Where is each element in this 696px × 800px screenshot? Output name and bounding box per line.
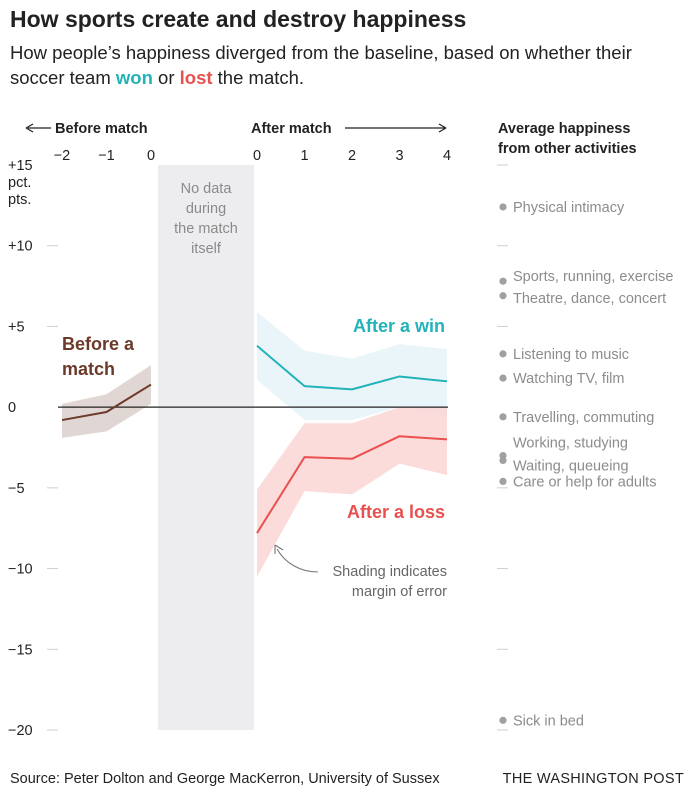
subtitle-text-start: How people’s happiness diverged from the… [10,42,632,88]
activity-label: Care or help for adults [513,474,656,490]
series-label: Before a [62,334,135,354]
annotation-text: Shading indicates [333,564,447,580]
source-note: Source: Peter Dolton and George MacKerro… [10,771,440,787]
series-label: match [62,359,115,379]
confidence-band [62,365,151,438]
activity-label: Waiting, queueing [513,458,629,474]
x-tick-label-after: 0 [253,148,261,164]
activity-label: Physical intimacy [513,200,625,216]
chart-subtitle: How people’s happiness diverged from the… [10,40,690,90]
activity-label: Travelling, commuting [513,410,654,426]
y-tick-label: −5 [8,481,25,497]
subtitle-text-end: the match. [212,67,305,88]
activity-dot [499,374,507,382]
no-data-label-line: during [186,201,226,217]
confidence-band [257,407,447,577]
publisher-logo-text: THE WASHINGTON POST [502,771,684,787]
y-unit-label: pts. [8,192,31,208]
before-arrow-head-icon [25,123,34,133]
annotation-text: margin of error [352,584,447,600]
x-tick-label-after: 3 [395,148,403,164]
x-tick-label-after: 4 [443,148,451,164]
no-data-label-line: No data [181,181,233,197]
x-tick-label-before: −1 [98,148,115,164]
annotation-arrow-line [276,548,319,573]
y-tick-label: −20 [8,723,33,739]
x-tick-label-after: 2 [348,148,356,164]
series-label: After a loss [347,502,445,522]
activities-header: Average happiness [498,121,630,137]
x-tick-label-before: 0 [147,148,155,164]
annotation-arrow-head-icon [274,544,284,554]
y-tick-label: +15 [8,158,33,174]
no-data-label-line: the match [174,221,238,237]
activity-dot [499,292,507,300]
y-tick-label: +5 [8,319,25,335]
y-tick-label: −10 [8,562,33,578]
activity-label: Listening to music [513,347,629,363]
y-tick-label: +10 [8,239,33,255]
after-match-header: After match [251,121,332,137]
activity-dot [499,350,507,358]
activity-dot [499,413,507,421]
y-unit-label: pct. [8,175,31,191]
activity-label: Working, studying [513,436,628,452]
no-data-label-line: itself [191,241,222,257]
confidence-band [257,311,447,421]
series-line [256,345,448,391]
activity-dot [499,277,507,285]
y-tick-label: 0 [8,400,16,416]
subtitle-won-keyword: won [115,67,153,88]
activity-dot [499,456,507,465]
after-arrow-head-icon [438,123,447,133]
activities-header: from other activities [498,141,637,157]
y-tick-label: −15 [8,642,33,658]
series-line [61,383,152,422]
activity-dot [499,203,507,211]
activity-label: Sports, running, exercise [513,269,673,285]
series-line [256,435,448,534]
x-tick-label-after: 1 [300,148,308,164]
x-tick-label-before: −2 [54,148,71,164]
before-match-header: Before match [55,121,148,137]
page-title: How sports create and destroy happiness [10,6,467,32]
series-label: After a win [353,316,445,336]
activity-label: Watching TV, film [513,371,624,387]
subtitle-text-mid: or [152,67,180,88]
subtitle-lost-keyword: lost [179,67,213,88]
activity-dot [499,716,507,724]
no-data-band [158,165,254,730]
activity-label: Theatre, dance, concert [513,291,666,307]
activity-dot [499,477,507,485]
activity-label: Sick in bed [513,713,584,729]
